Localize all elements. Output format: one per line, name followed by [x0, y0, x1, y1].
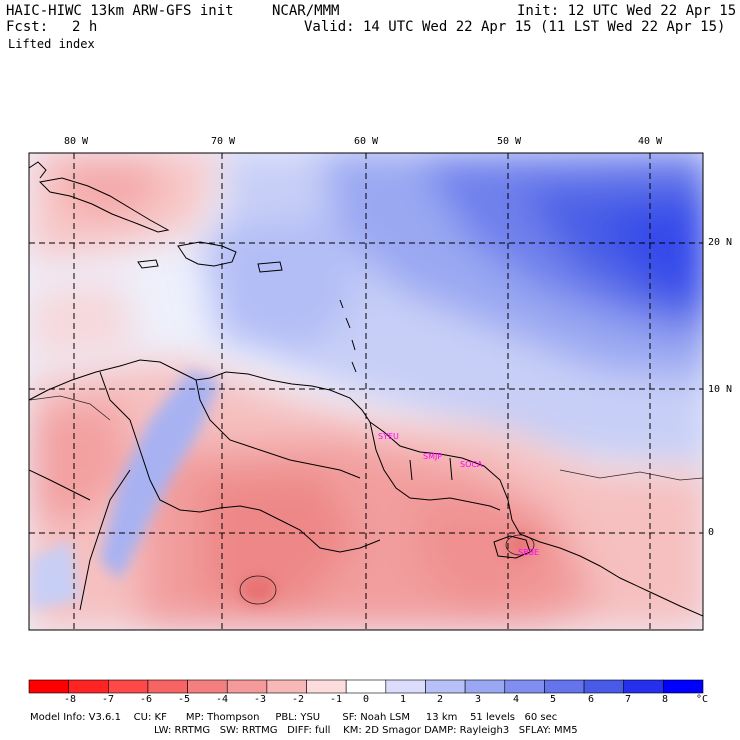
longitude-label-40w: 40 W — [638, 136, 663, 147]
colorbar-label: -3 — [253, 694, 267, 705]
colorbar-label: 7 — [624, 694, 632, 705]
longitude-label-80w: 80 W — [64, 136, 89, 147]
colorbar-label: -2 — [291, 694, 305, 705]
model-info-line-2: LW: RRTMG SW: RRTMG DIFF: full KM: 2D Sm… — [154, 725, 578, 736]
station-smjp: SMJP — [423, 452, 443, 461]
colorbar-swatch — [544, 679, 585, 694]
station-soca: SOCA — [460, 460, 483, 469]
colorbar-swatch — [107, 679, 149, 694]
latitude-label-20n: 20 N — [708, 237, 733, 248]
colorbar-label: 6 — [587, 694, 595, 705]
colorbar-label: 8 — [661, 694, 669, 705]
colorbar-label: -5 — [177, 694, 191, 705]
colorbar-swatch — [187, 679, 228, 694]
forecast-label: Fcst: — [6, 19, 49, 35]
organization: NCAR/MMM — [272, 3, 340, 19]
station-syeu: SYEU — [378, 432, 399, 441]
colorbar-swatch — [464, 679, 506, 694]
colorbar-swatch — [504, 679, 545, 694]
field-name: Lifted index — [8, 37, 95, 51]
colorbar-label: 2 — [436, 694, 444, 705]
colorbar-swatch — [226, 679, 268, 694]
colorbar-label: 5 — [549, 694, 557, 705]
colorbar-swatch — [266, 679, 307, 694]
colorbar-swatch — [583, 679, 625, 694]
colorbar-swatch — [28, 679, 69, 694]
colorbar-label: -7 — [101, 694, 115, 705]
colorbar-swatch — [385, 679, 426, 694]
longitude-label-60w: 60 W — [354, 136, 379, 147]
colorbar-label: -1 — [329, 694, 343, 705]
colorbar-swatch — [663, 679, 704, 694]
longitude-label-50w: 50 W — [497, 136, 522, 147]
colorbar-swatch — [623, 679, 664, 694]
colorbar-label: -6 — [139, 694, 153, 705]
colorbar — [28, 679, 704, 694]
colorbar-label: 3 — [474, 694, 482, 705]
colorbar-label: 0 — [362, 694, 370, 705]
model-info-line-1: Model Info: V3.6.1 CU: KF MP: Thompson P… — [30, 712, 558, 723]
station-sbbe: SBBE — [518, 548, 540, 557]
longitude-label-70w: 70 W — [211, 136, 236, 147]
colorbar-swatch — [425, 679, 466, 694]
colorbar-unit: °C — [695, 694, 709, 705]
colorbar-swatch — [68, 679, 109, 694]
valid-time: Valid: 14 UTC Wed 22 Apr 15 (11 LST Wed … — [304, 19, 726, 35]
model-title: HAIC-HIWC 13km ARW-GFS init — [6, 3, 234, 19]
colorbar-label: 1 — [399, 694, 407, 705]
colorbar-swatch — [306, 679, 347, 694]
init-time: Init: 12 UTC Wed 22 Apr 15 — [517, 3, 737, 19]
latitude-label-10n: 10 N — [708, 384, 733, 395]
map-field — [29, 153, 703, 630]
colorbar-swatch — [345, 679, 387, 694]
colorbar-swatch — [147, 679, 188, 694]
colorbar-label: 4 — [512, 694, 520, 705]
latitude-label-equator: 0 — [708, 527, 715, 538]
forecast-hour: 2 h — [72, 19, 98, 35]
colorbar-label: -8 — [63, 694, 77, 705]
colorbar-label: -4 — [215, 694, 229, 705]
